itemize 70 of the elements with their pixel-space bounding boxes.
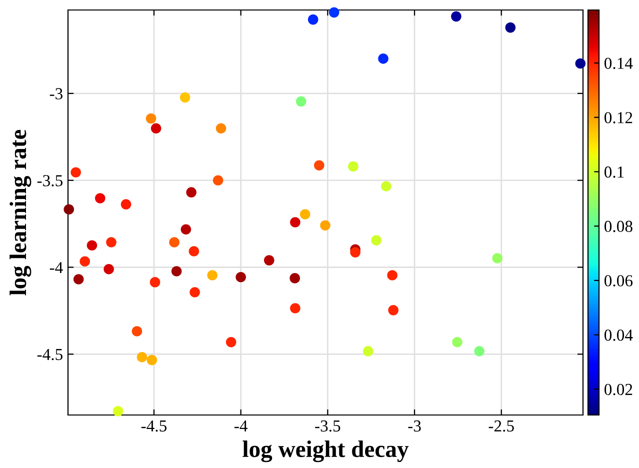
color-bar-label: 0.06 bbox=[604, 275, 633, 286]
point bbox=[80, 256, 90, 266]
y-tick-label: -3.5 bbox=[37, 175, 62, 186]
point bbox=[290, 303, 300, 314]
point bbox=[70, 167, 81, 178]
point bbox=[186, 187, 196, 198]
point bbox=[120, 199, 132, 210]
point bbox=[388, 305, 398, 316]
y-tick-label: -4 bbox=[50, 262, 63, 274]
point bbox=[348, 161, 358, 172]
point bbox=[350, 247, 360, 258]
point bbox=[452, 337, 462, 348]
y-tick-label: -4.5 bbox=[37, 348, 62, 360]
color-bar-label: 0.14 bbox=[604, 58, 633, 70]
point bbox=[64, 204, 74, 215]
point bbox=[451, 11, 462, 22]
point bbox=[296, 96, 306, 107]
point bbox=[146, 354, 158, 366]
point bbox=[146, 113, 156, 124]
point bbox=[300, 209, 310, 220]
point bbox=[474, 346, 484, 356]
point bbox=[180, 224, 192, 235]
point bbox=[190, 287, 200, 298]
point bbox=[505, 22, 516, 33]
point bbox=[264, 255, 274, 266]
color-bar-label: 0.12 bbox=[604, 112, 632, 124]
point bbox=[387, 270, 398, 280]
x-tick-label: -4 bbox=[234, 420, 248, 432]
y-tick-label: -3 bbox=[50, 88, 62, 100]
point bbox=[212, 175, 224, 186]
y-axis-title: log learning rate bbox=[10, 130, 32, 296]
point bbox=[575, 58, 586, 69]
point bbox=[236, 272, 246, 282]
x-axis-title: log weight decay bbox=[242, 440, 409, 462]
point bbox=[86, 240, 98, 250]
point bbox=[150, 277, 160, 288]
point bbox=[188, 246, 200, 256]
point bbox=[320, 220, 330, 231]
point bbox=[290, 273, 300, 284]
point bbox=[94, 193, 106, 204]
point bbox=[328, 7, 340, 18]
point bbox=[150, 123, 162, 134]
point bbox=[378, 54, 388, 64]
point bbox=[290, 217, 300, 228]
color-bar-label: 0.02 bbox=[604, 384, 632, 396]
point bbox=[104, 264, 114, 274]
point bbox=[314, 160, 324, 171]
point bbox=[169, 237, 180, 248]
point bbox=[362, 346, 374, 356]
x-tick-label: -3.5 bbox=[315, 420, 340, 432]
color-bar-label: 0.08 bbox=[604, 220, 632, 232]
x-tick-label: -4.5 bbox=[141, 420, 167, 432]
point bbox=[381, 181, 392, 192]
point bbox=[136, 352, 148, 362]
point bbox=[132, 326, 142, 336]
point bbox=[106, 237, 116, 248]
color-bar-label: 0.04 bbox=[604, 330, 633, 341]
point bbox=[308, 14, 318, 25]
point bbox=[371, 235, 382, 246]
point bbox=[226, 337, 236, 348]
point bbox=[171, 266, 182, 276]
point bbox=[112, 406, 124, 416]
point bbox=[492, 253, 503, 264]
x-tick-label: -3 bbox=[408, 420, 421, 432]
x-tick-label: -2.5 bbox=[488, 420, 514, 432]
point bbox=[207, 270, 218, 280]
color-bar-label: 0.1 bbox=[604, 166, 624, 178]
point bbox=[216, 123, 226, 134]
point bbox=[73, 274, 84, 284]
point bbox=[180, 92, 190, 103]
